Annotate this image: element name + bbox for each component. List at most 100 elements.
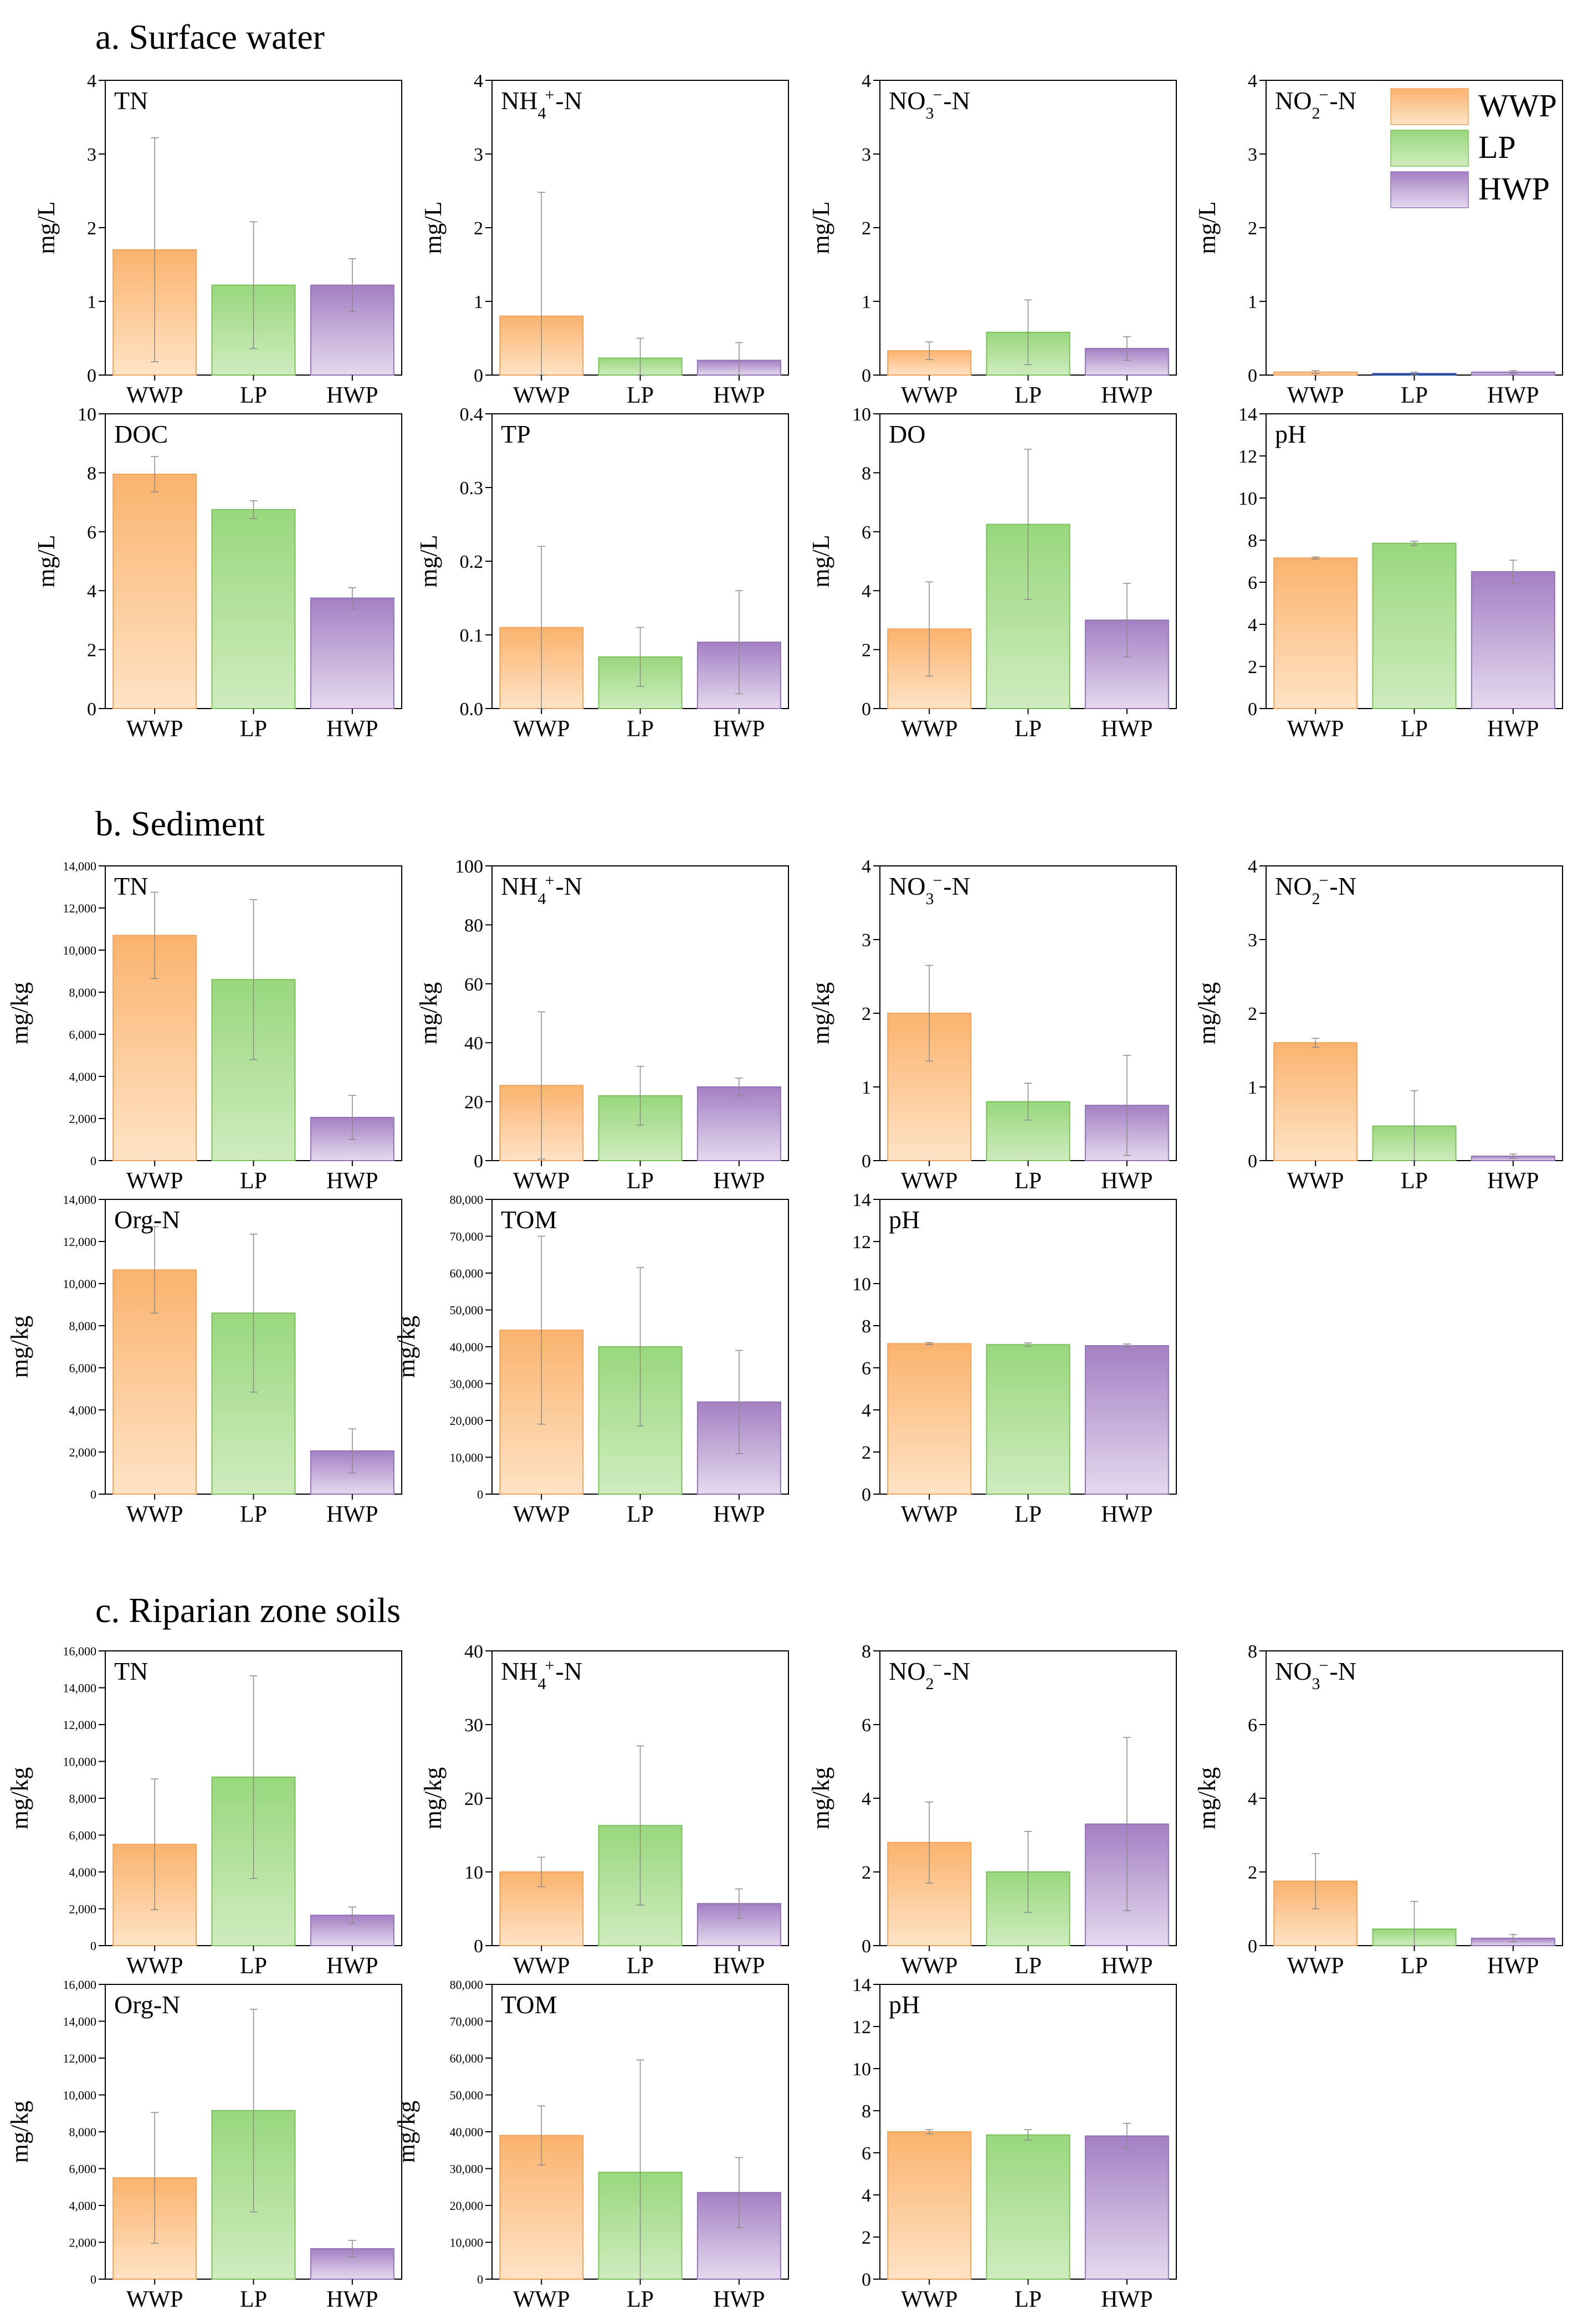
y-tick-label: 8: [862, 2101, 871, 2122]
y-tick-label: 10,000: [63, 943, 97, 957]
category-label: LP: [1401, 716, 1428, 742]
chart-panel-a-2: 0 1 2 3 4 mg/L WWP LP HWP NH4+-N: [419, 71, 789, 408]
category-label: LP: [1015, 2287, 1042, 2312]
y-tick-label: 4: [474, 71, 483, 91]
y-tick-label: 8: [862, 1641, 871, 1662]
y-tick-label: 4: [1248, 1789, 1257, 1809]
y-tick-label: 60,000: [450, 1266, 484, 1280]
y-tick-label: 2: [862, 2228, 871, 2248]
bar-wwp: [1273, 1042, 1358, 1161]
category-label: HWP: [326, 1502, 378, 1527]
y-tick-label: 6,000: [69, 2162, 97, 2176]
chart-panel-c-16: 0 2,000 4,000 6,000 8,000 10,000 12,000 14,000 1…: [6, 1644, 402, 1979]
panel-label: Org-N: [114, 1990, 180, 2019]
y-tick-label: 80,000: [450, 1978, 484, 1992]
y-tick-label: 3: [862, 145, 871, 165]
error-bar-hwp: [348, 2240, 356, 2258]
y-tick-label: 14,000: [63, 1193, 97, 1207]
category-label: HWP: [1101, 1168, 1153, 1194]
y-tick-label: 70,000: [450, 1230, 484, 1244]
y-tick-label: 10,000: [63, 2089, 97, 2102]
y-tick-label: 2: [1248, 1004, 1257, 1024]
bar-hwp: [310, 597, 395, 709]
y-tick-label: 2: [862, 1004, 871, 1024]
error-bar-lp: [249, 1675, 258, 1879]
category-label: WWP: [1287, 1168, 1344, 1194]
panel-label: NO2−-N: [1275, 871, 1356, 908]
chart-panel-b-11: 0 1 2 3 4 mg/kg WWP LP HWP NO3−-N: [807, 856, 1177, 1194]
y-tick-label: 0: [477, 1487, 483, 1501]
legend: WWP LP HWP: [1390, 88, 1557, 208]
y-tick-label: 6,000: [69, 1361, 97, 1375]
category-label: WWP: [901, 383, 958, 408]
error-bar-lp: [636, 1066, 644, 1126]
error-bar-wwp: [925, 341, 934, 360]
y-tick-label: 0.4: [460, 404, 484, 425]
y-tick-label: 0: [1248, 1151, 1257, 1172]
y-tick-label: 8: [862, 1316, 871, 1337]
error-bar-lp: [1024, 299, 1032, 366]
y-tick-label: 0: [477, 2272, 483, 2286]
y-tick-label: 14: [1238, 404, 1257, 425]
chart-panel-b-14: 0 10,000 20,000 30,000 40,000 50,000 60,000 70,…: [393, 1193, 789, 1527]
category-label: HWP: [1487, 716, 1539, 742]
y-tick-label: 2,000: [69, 1445, 97, 1459]
y-tick-label: 0: [90, 1154, 96, 1168]
y-tick-label: 12,000: [63, 1235, 97, 1249]
category-label: HWP: [1487, 1168, 1539, 1194]
y-tick-label: 100: [455, 856, 483, 877]
y-tick-label: 12: [1238, 447, 1257, 467]
legend-swatch-lp: [1390, 130, 1469, 167]
y-tick-label: 4,000: [69, 1070, 97, 1084]
panel-label: pH: [1275, 420, 1306, 448]
y-tick-label: 12,000: [63, 2051, 97, 2065]
y-axis-label: mg/L: [33, 201, 60, 254]
error-bar-wwp: [925, 581, 934, 677]
category-label: LP: [627, 1168, 654, 1194]
y-tick-label: 0.1: [460, 625, 484, 646]
error-bar-lp: [249, 2009, 258, 2213]
category-label: HWP: [1101, 2287, 1153, 2312]
y-tick-label: 60,000: [450, 2051, 484, 2065]
y-tick-label: 8,000: [69, 986, 97, 999]
y-tick-label: 8: [87, 463, 96, 484]
category-label: WWP: [1287, 716, 1344, 742]
bar-hwp: [1084, 1345, 1169, 1495]
y-tick-label: 8,000: [69, 1792, 97, 1805]
panel-label: NO2−-N: [889, 1656, 970, 1693]
y-tick-label: 0: [474, 1151, 483, 1172]
error-bar-hwp: [735, 590, 743, 695]
y-tick-label: 2: [87, 218, 96, 239]
error-bar-wwp: [151, 2112, 159, 2244]
y-tick-label: 0: [87, 366, 96, 386]
y-tick-label: 8,000: [69, 1319, 97, 1333]
y-axis-label: mg/kg: [1194, 1767, 1221, 1829]
y-tick-label: 20: [464, 1789, 483, 1809]
category-label: LP: [240, 383, 267, 408]
y-axis-label: mg/L: [1194, 201, 1221, 254]
error-bar-wwp: [537, 1011, 546, 1160]
category-label: LP: [240, 1168, 267, 1194]
error-bar-lp: [249, 1233, 258, 1393]
category-label: LP: [1401, 1168, 1428, 1194]
y-tick-label: 10: [78, 404, 96, 425]
category-label: WWP: [513, 1168, 570, 1194]
y-tick-label: 2,000: [69, 1112, 97, 1126]
category-label: LP: [240, 2287, 267, 2312]
bar-wwp: [887, 2131, 972, 2280]
error-bar-hwp: [1123, 1343, 1131, 1348]
y-tick-label: 6: [862, 2143, 871, 2164]
y-tick-label: 4: [862, 1400, 871, 1421]
error-bar-hwp: [735, 1078, 743, 1096]
category-label: HWP: [326, 383, 378, 408]
y-tick-label: 40,000: [450, 2125, 484, 2139]
y-tick-label: 80,000: [450, 1193, 484, 1207]
category-label: LP: [1015, 1502, 1042, 1527]
error-bar-lp: [636, 1267, 644, 1427]
category-label: WWP: [513, 716, 570, 742]
y-tick-label: 0: [862, 1936, 871, 1957]
category-label: WWP: [126, 1953, 183, 1979]
y-tick-label: 0: [862, 1485, 871, 1505]
legend-swatch-wwp: [1390, 88, 1469, 125]
y-tick-label: 6,000: [69, 1028, 97, 1042]
